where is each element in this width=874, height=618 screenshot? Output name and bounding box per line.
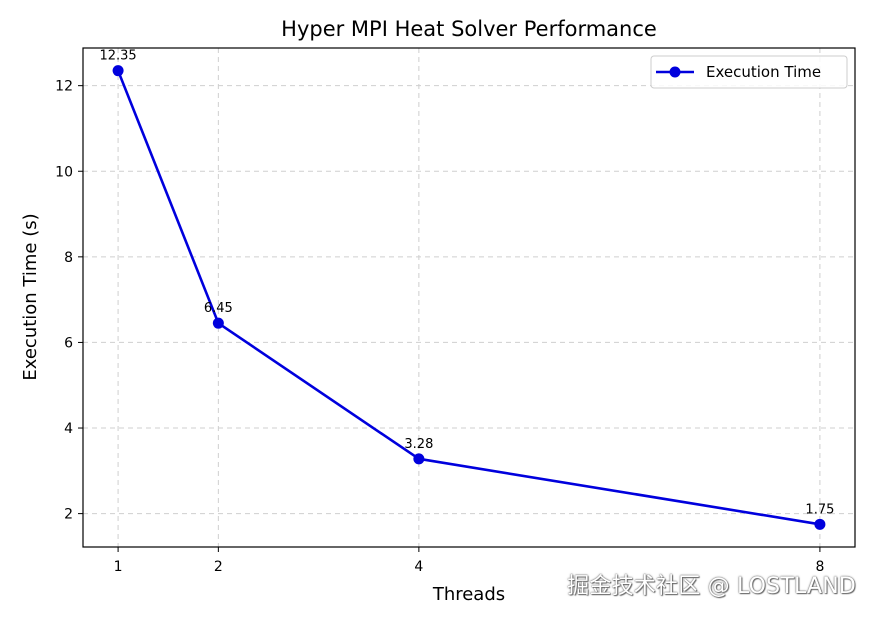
x-tick-label: 8: [815, 559, 824, 575]
watermark: 掘金技术社区 @ LOSTLAND: [567, 574, 856, 599]
y-axis: 2 4 6 8 10 12: [55, 79, 83, 523]
x-axis: 1 2 4 8: [114, 547, 824, 575]
data-label: 1.75: [805, 502, 834, 517]
data-label: 6.45: [204, 301, 233, 316]
data-point: [814, 518, 826, 530]
data-label: 3.28: [404, 437, 433, 452]
data-label: 12.35: [99, 49, 136, 64]
legend-marker-swatch: [669, 66, 681, 78]
y-tick-label: 10: [55, 164, 73, 180]
legend: Execution Time: [650, 55, 848, 89]
y-tick-label: 6: [64, 335, 73, 351]
y-tick-label: 8: [64, 250, 73, 266]
x-axis-label: Threads: [432, 584, 505, 605]
plot-frame: [82, 47, 856, 548]
x-tick-label: 4: [414, 559, 423, 575]
data-point: [112, 65, 124, 77]
y-tick-label: 4: [64, 421, 73, 437]
grid-lines: [83, 48, 855, 547]
data-point: [413, 453, 425, 465]
y-axis-label: Execution Time (s): [20, 213, 41, 380]
x-tick-label: 1: [114, 559, 123, 575]
x-tick-label: 2: [214, 559, 223, 575]
legend-label: Execution Time: [706, 63, 821, 81]
y-tick-label: 2: [64, 507, 73, 523]
legend-box: [650, 55, 848, 89]
data-point: [212, 317, 224, 329]
chart-title: Hyper MPI Heat Solver Performance: [281, 17, 657, 41]
series-execution-time: [112, 65, 826, 530]
series-line: [116, 70, 821, 526]
y-tick-label: 12: [55, 79, 73, 95]
data-labels: 12.35 6.45 3.28 1.75: [99, 49, 834, 518]
